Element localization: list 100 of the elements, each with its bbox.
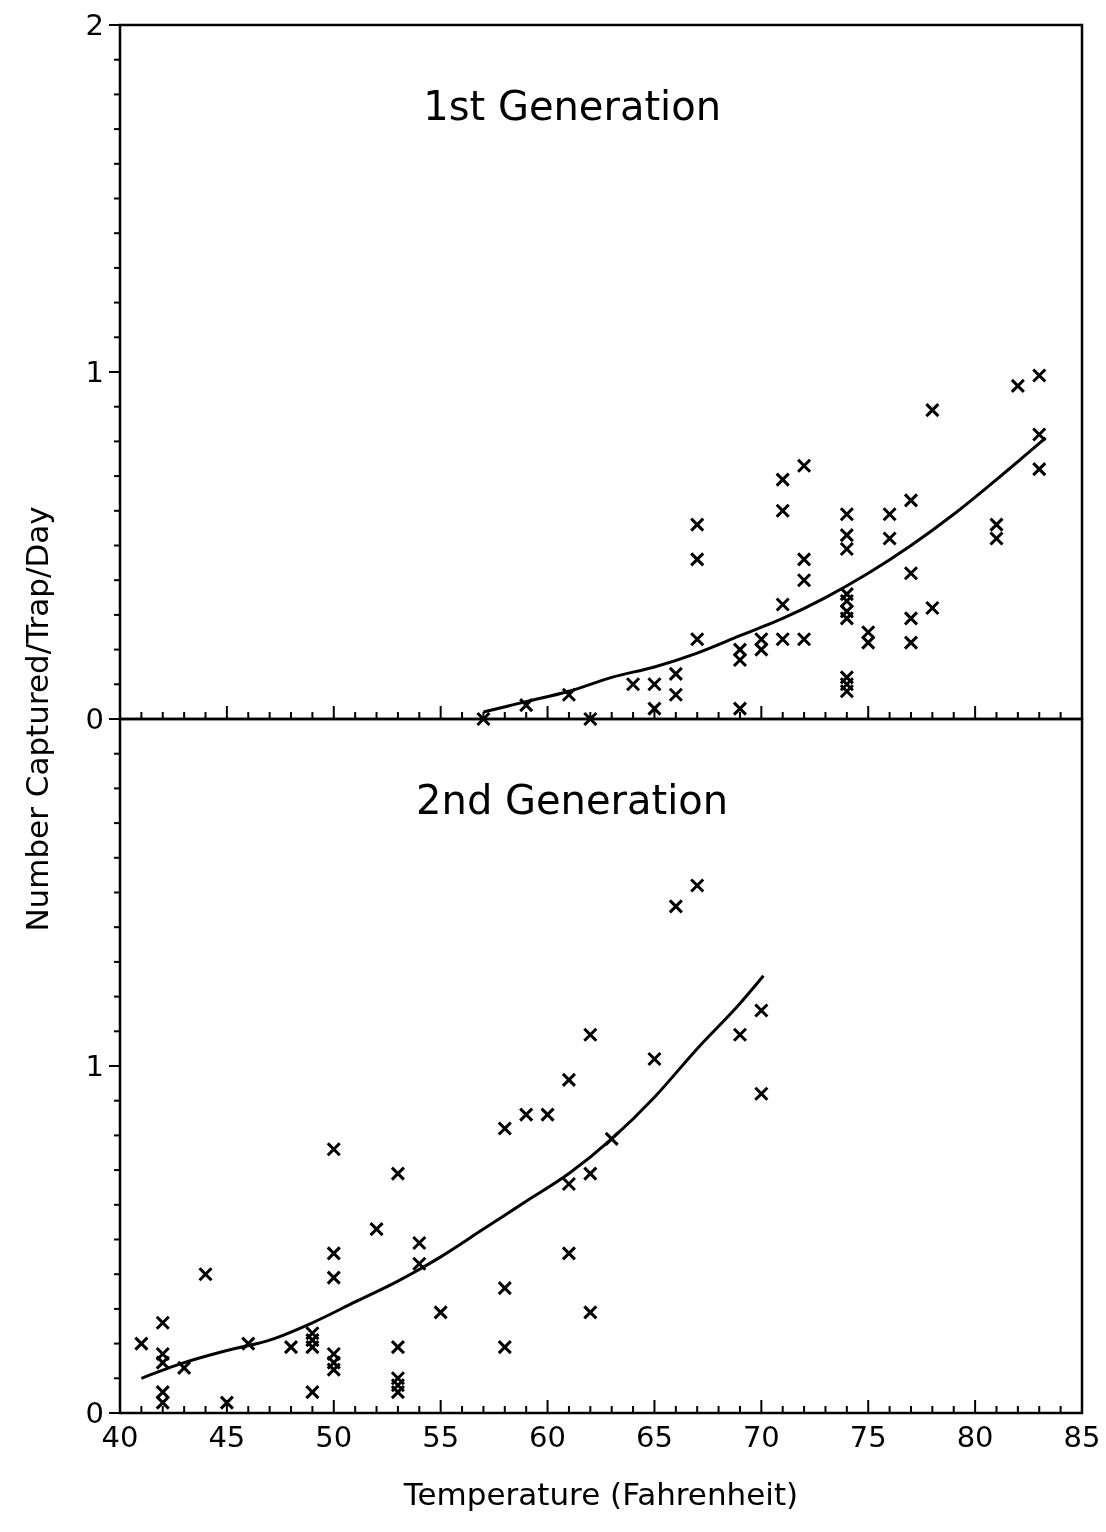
point — [668, 898, 684, 914]
point — [796, 458, 812, 474]
point — [283, 1339, 299, 1355]
point — [839, 610, 855, 626]
text: 1st Generation — [423, 83, 722, 129]
point — [839, 683, 855, 699]
point — [390, 1370, 406, 1386]
point — [646, 676, 662, 692]
y-axis-title: Number Captured/Trap/Day — [19, 506, 55, 932]
point — [326, 1141, 342, 1157]
x-tick-label: 70 — [742, 1420, 780, 1454]
point — [753, 1086, 769, 1102]
point — [668, 666, 684, 682]
point — [219, 1395, 235, 1411]
point — [882, 506, 898, 522]
y-tick-label: 1 — [85, 1049, 104, 1083]
x-tick-label: 40 — [101, 1420, 139, 1454]
x-tick-label: 65 — [635, 1420, 673, 1454]
point — [561, 687, 577, 703]
point — [433, 1304, 449, 1320]
point — [240, 1336, 256, 1352]
point — [732, 652, 748, 668]
point — [732, 1027, 748, 1043]
y-tick-label: 0 — [85, 1396, 104, 1430]
point — [839, 527, 855, 543]
point — [582, 711, 598, 727]
point — [133, 1336, 149, 1352]
point — [518, 1107, 534, 1123]
point — [732, 642, 748, 658]
point — [326, 1362, 342, 1378]
point — [839, 593, 855, 609]
point — [390, 1384, 406, 1400]
point — [924, 402, 940, 418]
point — [646, 1051, 662, 1067]
point — [1031, 461, 1047, 477]
point — [540, 1107, 556, 1123]
point — [775, 631, 791, 647]
point — [796, 631, 812, 647]
point — [988, 517, 1004, 533]
point — [860, 624, 876, 640]
text: 2nd Generation — [416, 777, 729, 823]
point — [326, 1346, 342, 1362]
point — [903, 565, 919, 581]
point — [689, 878, 705, 894]
point — [582, 1166, 598, 1182]
point — [304, 1384, 320, 1400]
point — [753, 631, 769, 647]
point — [155, 1395, 171, 1411]
x-tick-label: 50 — [315, 1420, 353, 1454]
point — [1031, 426, 1047, 442]
x-tick-label: 55 — [422, 1420, 460, 1454]
x-axis-title: Temperature (Fahrenheit) — [402, 1476, 799, 1512]
point — [304, 1332, 320, 1348]
y-tick-label: 1 — [85, 355, 104, 389]
point — [411, 1235, 427, 1251]
point — [668, 687, 684, 703]
point — [753, 1002, 769, 1018]
x-tick-label: 80 — [956, 1420, 994, 1454]
point — [518, 697, 534, 713]
point — [839, 676, 855, 692]
point — [903, 635, 919, 651]
point — [304, 1325, 320, 1341]
point — [326, 1270, 342, 1286]
point — [561, 1176, 577, 1192]
x-tick-label: 45 — [208, 1420, 246, 1454]
point — [839, 541, 855, 557]
point — [753, 642, 769, 658]
point — [390, 1166, 406, 1182]
point — [775, 472, 791, 488]
point — [155, 1355, 171, 1371]
point — [839, 669, 855, 685]
point — [903, 610, 919, 626]
point — [497, 1339, 513, 1355]
point — [646, 701, 662, 717]
point — [198, 1266, 214, 1282]
x-tick-label: 85 — [1063, 1420, 1101, 1454]
point — [369, 1221, 385, 1237]
point — [839, 506, 855, 522]
point — [689, 517, 705, 533]
point — [1031, 367, 1047, 383]
point — [796, 551, 812, 567]
point — [732, 701, 748, 717]
point — [988, 531, 1004, 547]
point — [497, 1120, 513, 1136]
point — [775, 503, 791, 519]
point — [304, 1339, 320, 1355]
point — [689, 631, 705, 647]
point — [390, 1339, 406, 1355]
point — [903, 492, 919, 508]
point — [924, 600, 940, 616]
point — [625, 676, 641, 692]
x-tick-label: 75 — [849, 1420, 887, 1454]
point — [775, 596, 791, 612]
point — [411, 1256, 427, 1272]
point — [839, 603, 855, 619]
line-series — [139, 974, 765, 1380]
point — [860, 635, 876, 651]
point — [1010, 378, 1026, 394]
point — [582, 1304, 598, 1320]
point — [176, 1360, 192, 1376]
